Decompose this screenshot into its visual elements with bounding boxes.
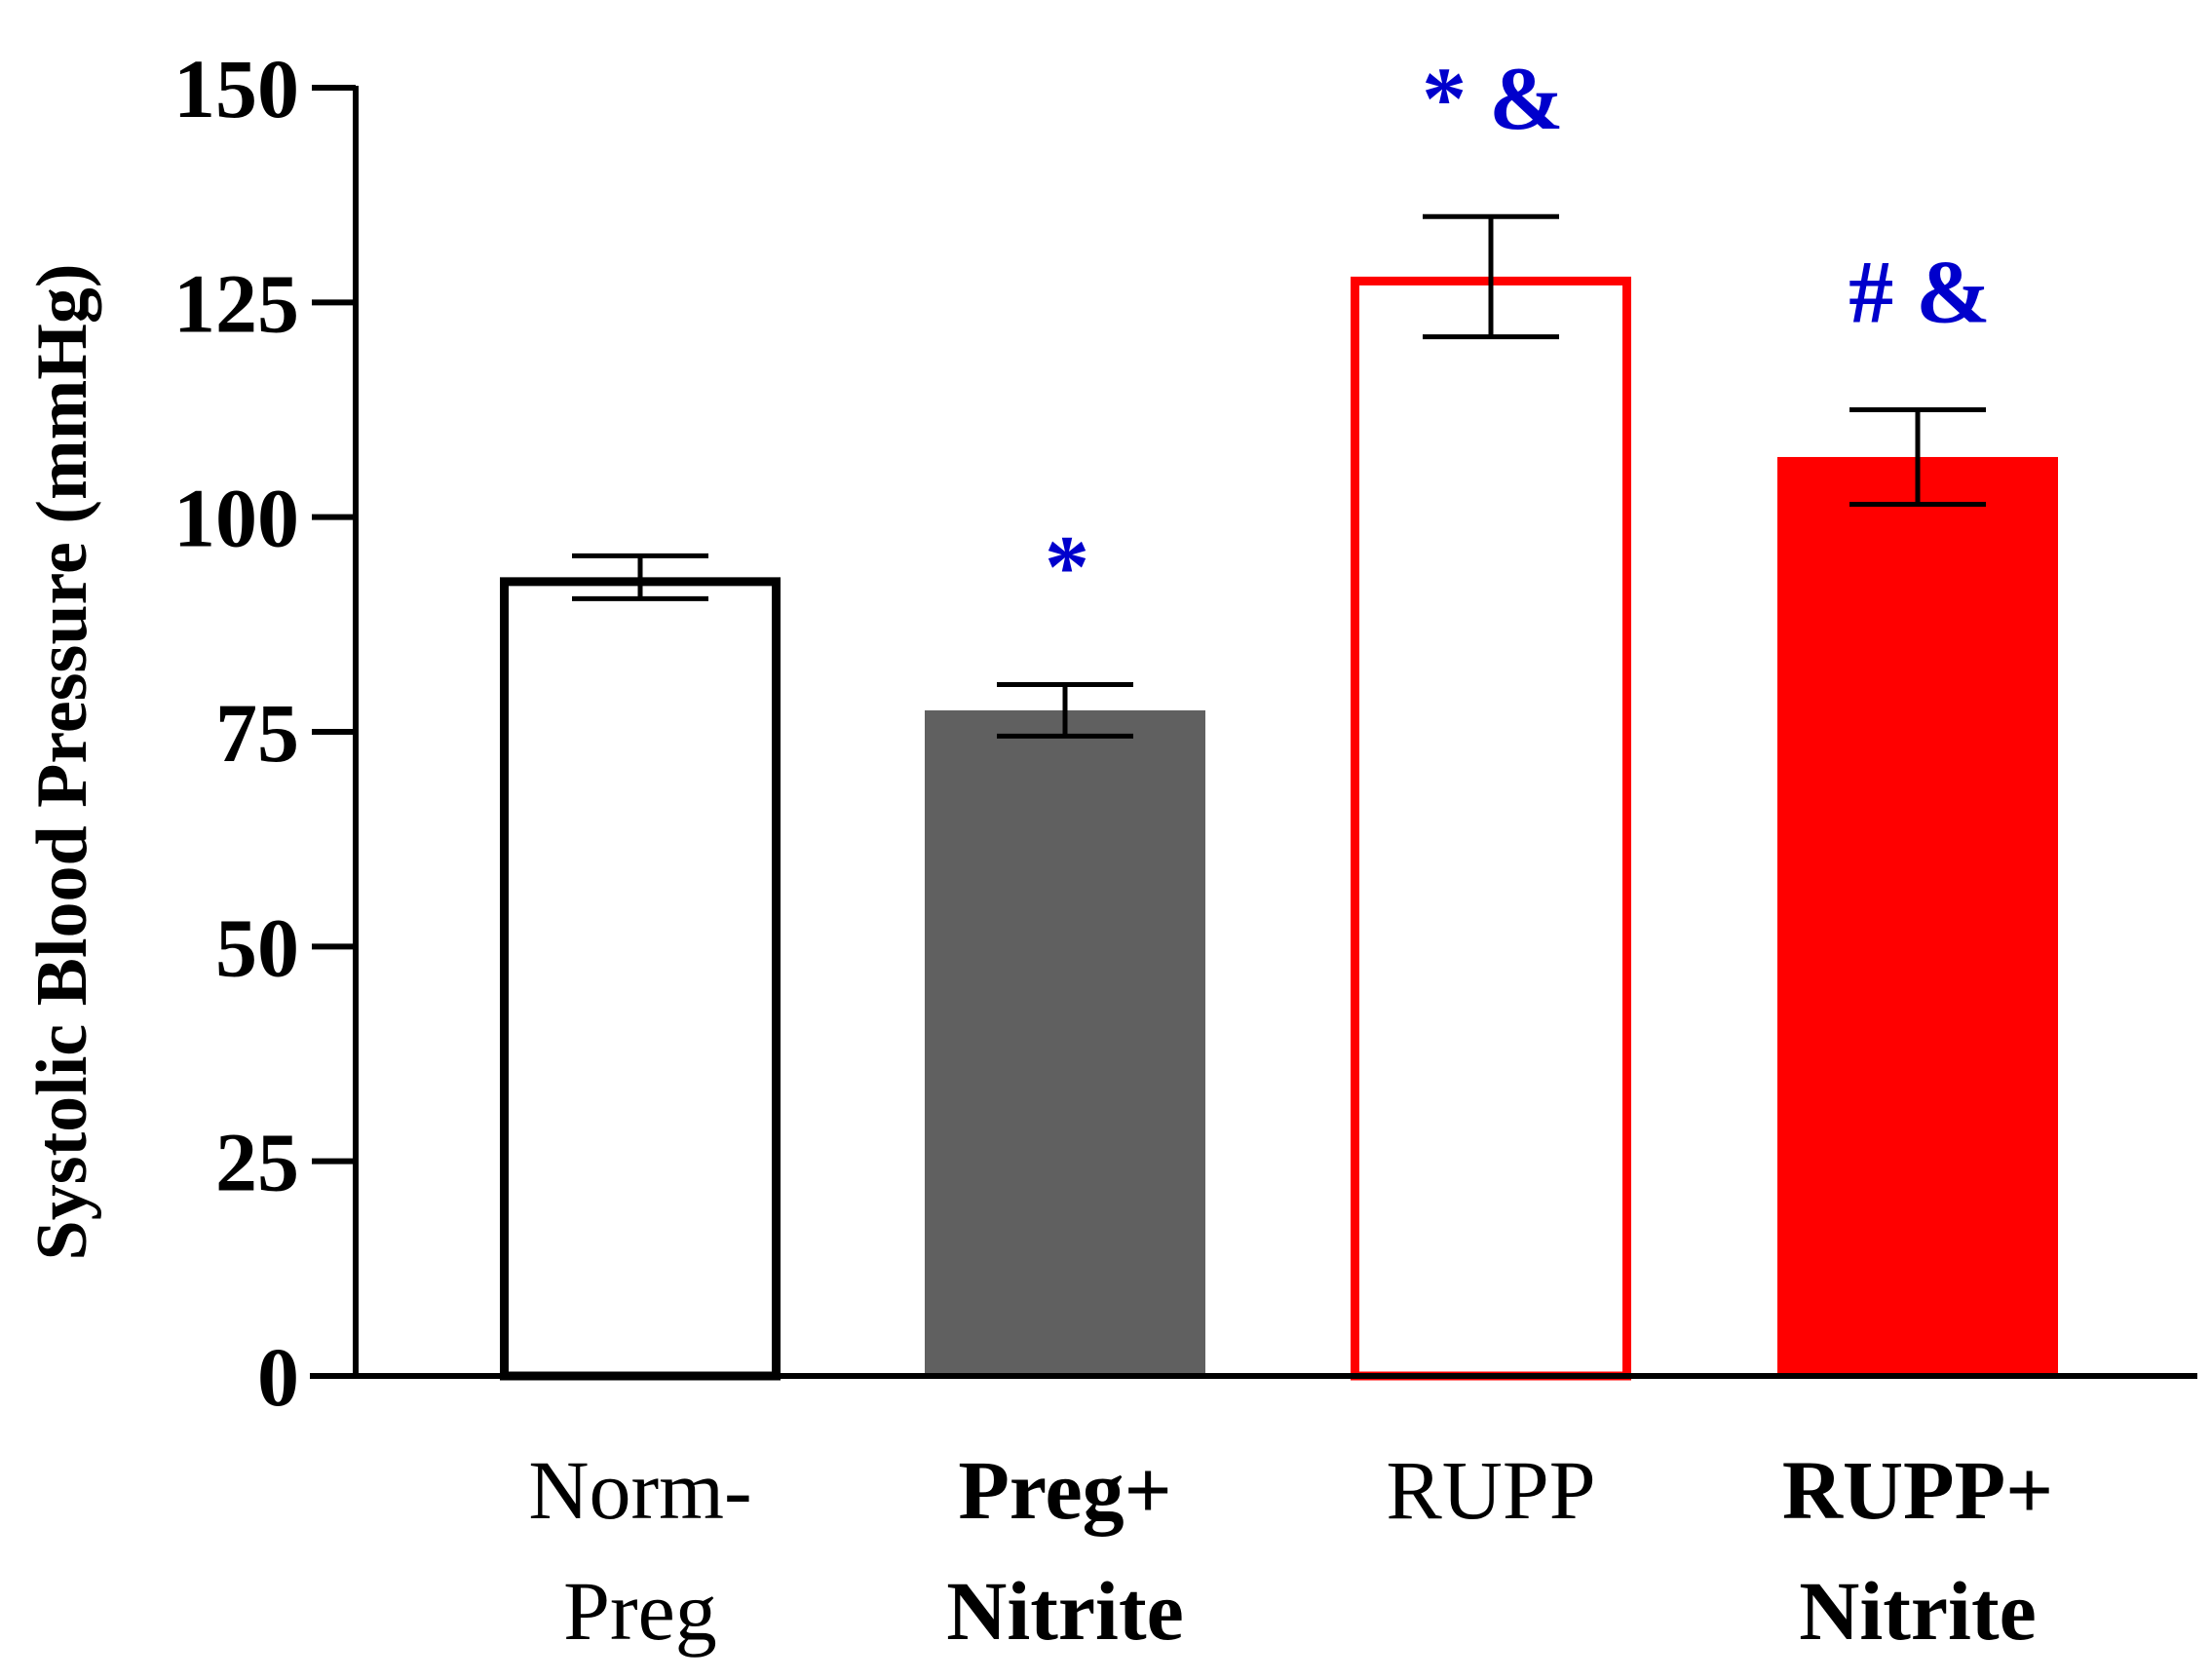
x-category-label: Norm- xyxy=(528,1443,751,1537)
x-axis: Norm- Preg Preg+ Nitrite RUPP RUPP+ Nitrite xyxy=(310,1373,2197,1658)
x-category-label: RUPP+ xyxy=(1782,1443,2053,1537)
x-category-label: Preg xyxy=(563,1564,717,1658)
x-category-label: Nitrite xyxy=(946,1564,1184,1658)
y-tick-label: 125 xyxy=(173,256,299,350)
error-bar-4 xyxy=(1849,407,1986,507)
bar-2 xyxy=(925,709,1205,1376)
error-bar-3 xyxy=(1423,213,1559,340)
bar-1 xyxy=(500,577,781,1381)
y-tick-label: 0 xyxy=(257,1330,299,1424)
y-tick-label: 100 xyxy=(173,472,299,565)
significance-label-4: # & xyxy=(1849,243,1991,342)
bar-3 xyxy=(1351,276,1631,1381)
y-axis-title: Systolic Blood Pressure (mmHg) xyxy=(22,264,102,1261)
bar-4 xyxy=(1777,456,2058,1376)
error-bars xyxy=(572,213,1986,739)
y-tick-label: 150 xyxy=(173,42,299,135)
significance-annotations: * * & # & xyxy=(1045,49,1991,616)
error-bar-1 xyxy=(572,553,708,601)
significance-label-3: * & xyxy=(1422,49,1564,148)
y-tick-label: 75 xyxy=(215,686,299,780)
y-tick-label: 50 xyxy=(215,900,299,994)
error-bar-2 xyxy=(997,682,1133,739)
y-axis: 0 25 50 75 100 125 150 xyxy=(173,42,359,1424)
significance-label-2: * xyxy=(1045,517,1089,617)
x-category-label: RUPP xyxy=(1386,1443,1595,1537)
bars xyxy=(500,276,2058,1381)
x-category-label: Preg+ xyxy=(958,1443,1171,1537)
x-category-label: Nitrite xyxy=(1799,1564,2037,1658)
y-tick-label: 25 xyxy=(215,1116,299,1209)
